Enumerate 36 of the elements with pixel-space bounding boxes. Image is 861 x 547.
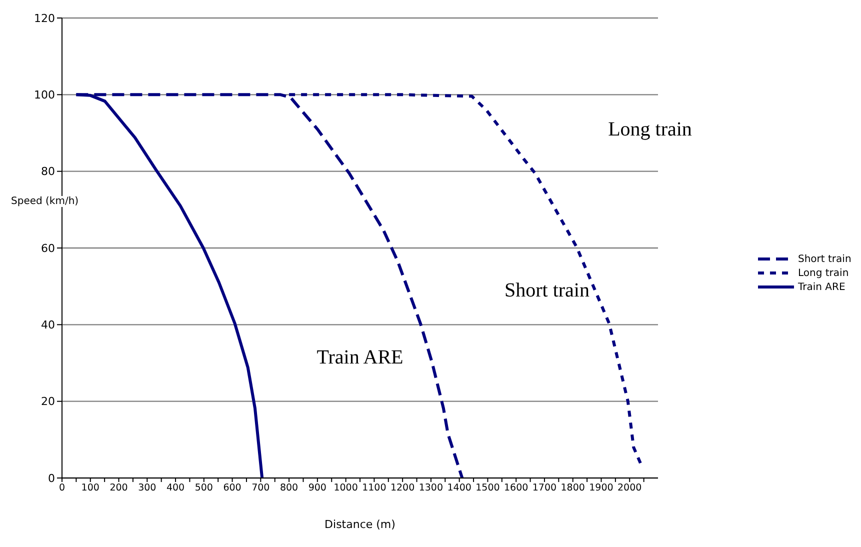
x-tick-label: 1100 xyxy=(362,482,386,494)
x-tick-label: 1500 xyxy=(476,482,500,494)
legend-label: Train ARE xyxy=(798,282,846,292)
annotation: Long train xyxy=(608,118,692,142)
y-tick-label: 40 xyxy=(41,318,55,332)
annotation: Train ARE xyxy=(316,346,404,370)
x-tick-label: 1200 xyxy=(390,482,415,494)
x-tick-label: 100 xyxy=(81,482,100,494)
legend-label: Short train xyxy=(798,254,852,264)
y-tick-label: 100 xyxy=(34,88,55,102)
y-tick-label: 20 xyxy=(41,395,55,408)
x-tick-label: 400 xyxy=(166,482,185,494)
y-axis-title: Speed (km/h) xyxy=(10,196,80,207)
x-tick-label: 1900 xyxy=(589,482,614,494)
x-tick-label: 1800 xyxy=(560,482,585,494)
x-tick-label: 600 xyxy=(223,482,242,494)
annotation: Short train xyxy=(504,280,590,302)
x-tick-label: 800 xyxy=(280,482,298,494)
x-tick-label: 2000 xyxy=(618,482,642,494)
x-tick-label: 1700 xyxy=(532,482,557,494)
x-tick-label: 1300 xyxy=(418,482,444,494)
y-tick-label: 120 xyxy=(34,12,55,25)
x-tick-label: 700 xyxy=(252,482,270,494)
x-tick-label: 500 xyxy=(194,482,213,494)
x-axis-title: Distance (m) xyxy=(324,518,396,531)
x-tick-label: 900 xyxy=(308,482,326,494)
x-tick-label: 1000 xyxy=(334,482,358,494)
y-tick-label: 60 xyxy=(41,242,55,255)
y-tick-label: 80 xyxy=(41,165,55,178)
x-tick-label: 200 xyxy=(110,482,128,494)
legend-label: Long train xyxy=(798,268,849,278)
x-tick-label: 300 xyxy=(138,482,156,494)
y-tick-label: 0 xyxy=(48,472,55,485)
x-tick-label: 1600 xyxy=(504,482,528,494)
x-tick-label: 1400 xyxy=(447,482,472,494)
x-tick-label: 0 xyxy=(58,482,66,494)
